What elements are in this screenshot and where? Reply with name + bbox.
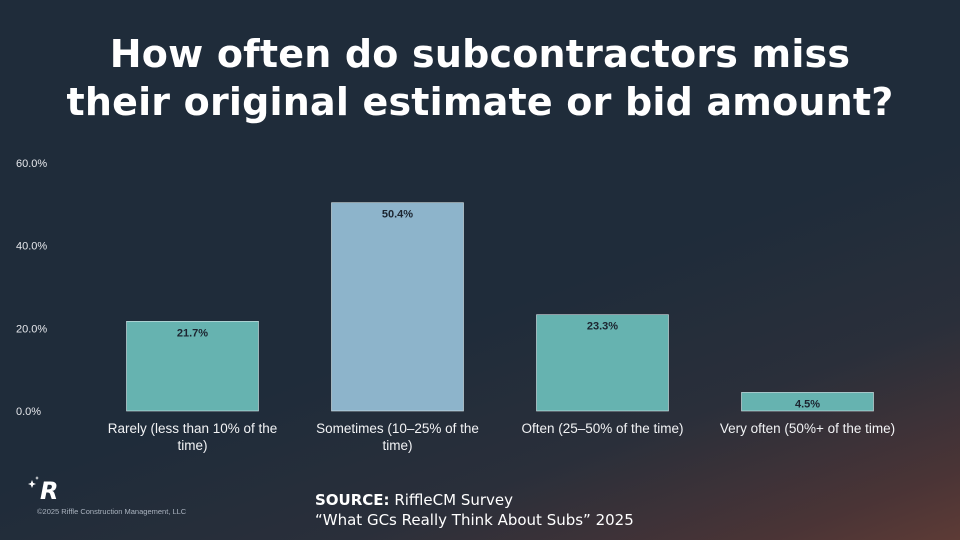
x-category-label: time) xyxy=(178,438,208,453)
logo-letter: R xyxy=(40,477,58,504)
source-text: RiffleCM Survey xyxy=(389,491,513,509)
data-label: 50.4% xyxy=(382,209,413,221)
x-category-label: Often (25–50% of the time) xyxy=(521,421,683,436)
title-line-1: How often do subcontractors miss xyxy=(109,32,851,76)
y-tick-label: 0.0% xyxy=(16,406,41,418)
y-tick-label: 20.0% xyxy=(16,323,47,335)
x-category-label: Sometimes (10–25% of the xyxy=(316,421,479,436)
data-label: 4.5% xyxy=(795,398,820,410)
bar xyxy=(331,202,464,412)
x-category-label: Rarely (less than 10% of the xyxy=(108,421,278,436)
title-line-2: their original estimate or bid amount? xyxy=(66,80,894,124)
x-category-label: time) xyxy=(383,438,413,453)
y-tick-label: 60.0% xyxy=(16,158,47,170)
data-label: 21.7% xyxy=(177,327,208,339)
source-note: SOURCE: RiffleCM Survey “What GCs Really… xyxy=(315,490,634,530)
riffle-logo-icon: R xyxy=(28,476,58,504)
bar xyxy=(126,321,259,412)
source-label: SOURCE: xyxy=(315,491,390,509)
bar xyxy=(741,392,874,412)
bar xyxy=(536,314,669,412)
source-line-1: SOURCE: RiffleCM Survey xyxy=(315,490,634,510)
source-line-2: “What GCs Really Think About Subs” 2025 xyxy=(315,511,634,529)
data-label: 23.3% xyxy=(587,321,618,333)
x-category-label: Very often (50%+ of the time) xyxy=(720,421,895,436)
bar-chart: 0.0% 20.0% 40.0% 60.0% 21.7% Rarely (less tha… xyxy=(16,158,895,453)
y-tick-label: 40.0% xyxy=(16,241,47,253)
chart-title: How often do subcontractors miss their o… xyxy=(0,30,960,126)
copyright-text: ©2025 Riffle Construction Management, LL… xyxy=(37,507,187,516)
